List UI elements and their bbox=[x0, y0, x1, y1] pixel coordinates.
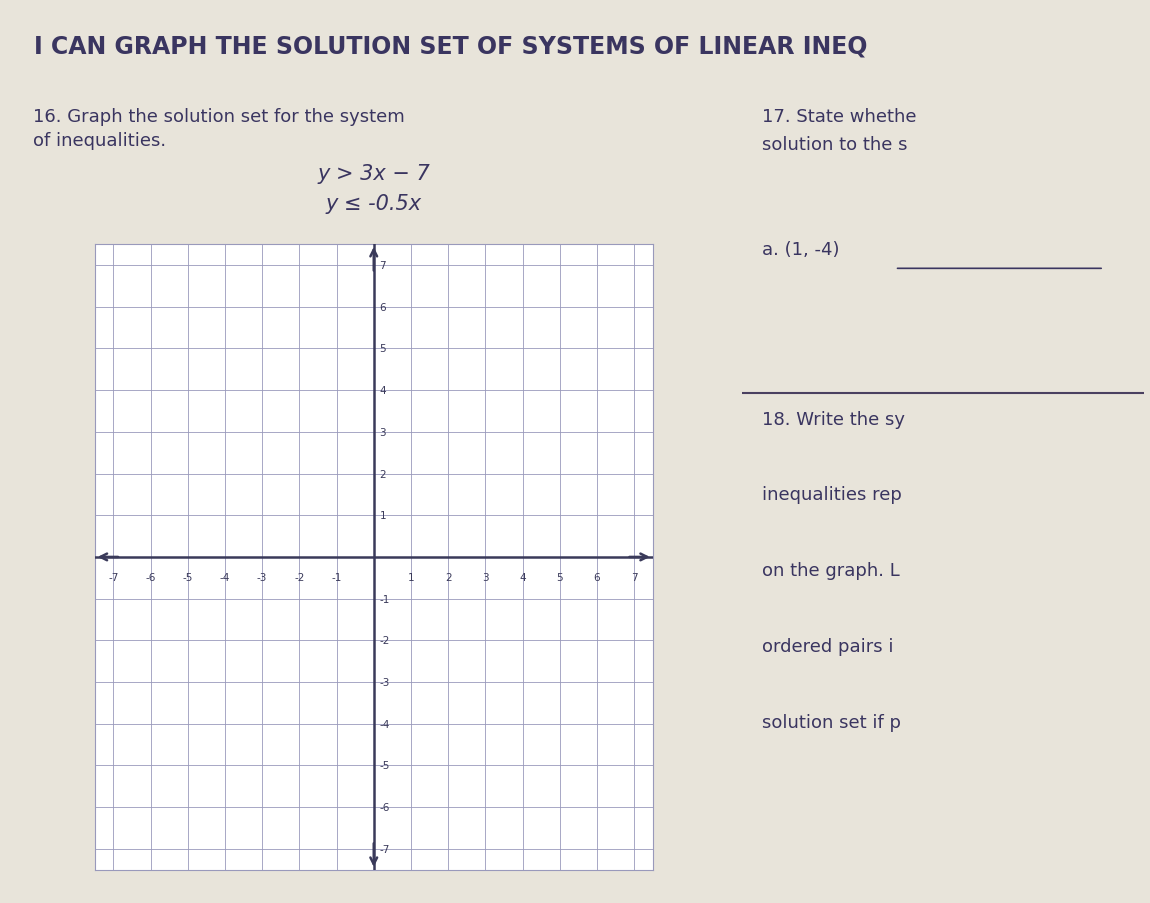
Text: -5: -5 bbox=[380, 760, 390, 770]
Text: 2: 2 bbox=[380, 469, 386, 479]
Text: -6: -6 bbox=[380, 802, 390, 813]
Text: -7: -7 bbox=[380, 844, 390, 854]
Text: a. (1, -4): a. (1, -4) bbox=[761, 241, 840, 259]
Text: 7: 7 bbox=[630, 572, 637, 582]
Text: on the graph. L: on the graph. L bbox=[761, 562, 899, 580]
Text: y > 3x − 7: y > 3x − 7 bbox=[317, 164, 430, 184]
Text: -3: -3 bbox=[380, 677, 390, 687]
Text: 3: 3 bbox=[380, 427, 386, 437]
Text: -6: -6 bbox=[145, 572, 155, 582]
Text: 6: 6 bbox=[380, 303, 386, 312]
Text: -7: -7 bbox=[108, 572, 118, 582]
Text: 17. State whethe: 17. State whethe bbox=[761, 107, 917, 126]
Text: 18. Write the sy: 18. Write the sy bbox=[761, 410, 905, 428]
Text: y ≤ -0.5x: y ≤ -0.5x bbox=[325, 194, 422, 214]
Text: solution set if p: solution set if p bbox=[761, 713, 900, 731]
Text: -3: -3 bbox=[256, 572, 267, 582]
Text: 5: 5 bbox=[380, 344, 386, 354]
Text: -2: -2 bbox=[380, 636, 390, 646]
Text: 7: 7 bbox=[380, 261, 386, 271]
Text: 5: 5 bbox=[557, 572, 564, 582]
Text: I CAN GRAPH THE SOLUTION SET OF SYSTEMS OF LINEAR INEQ: I CAN GRAPH THE SOLUTION SET OF SYSTEMS … bbox=[34, 34, 867, 58]
Text: solution to the s: solution to the s bbox=[761, 136, 907, 154]
Text: of inequalities.: of inequalities. bbox=[33, 132, 167, 150]
Text: -4: -4 bbox=[380, 719, 390, 729]
Text: ordered pairs i: ordered pairs i bbox=[761, 638, 894, 656]
Text: -4: -4 bbox=[220, 572, 230, 582]
Text: -1: -1 bbox=[331, 572, 342, 582]
Text: 2: 2 bbox=[445, 572, 452, 582]
Text: -5: -5 bbox=[183, 572, 193, 582]
Text: 6: 6 bbox=[593, 572, 600, 582]
Text: 4: 4 bbox=[380, 386, 386, 396]
Text: 1: 1 bbox=[407, 572, 414, 582]
Text: 3: 3 bbox=[482, 572, 489, 582]
Text: 16. Graph the solution set for the system: 16. Graph the solution set for the syste… bbox=[33, 107, 405, 126]
Text: -1: -1 bbox=[380, 594, 390, 604]
Text: inequalities rep: inequalities rep bbox=[761, 486, 902, 504]
Text: 4: 4 bbox=[519, 572, 526, 582]
Text: -2: -2 bbox=[294, 572, 305, 582]
Text: 1: 1 bbox=[380, 511, 386, 521]
